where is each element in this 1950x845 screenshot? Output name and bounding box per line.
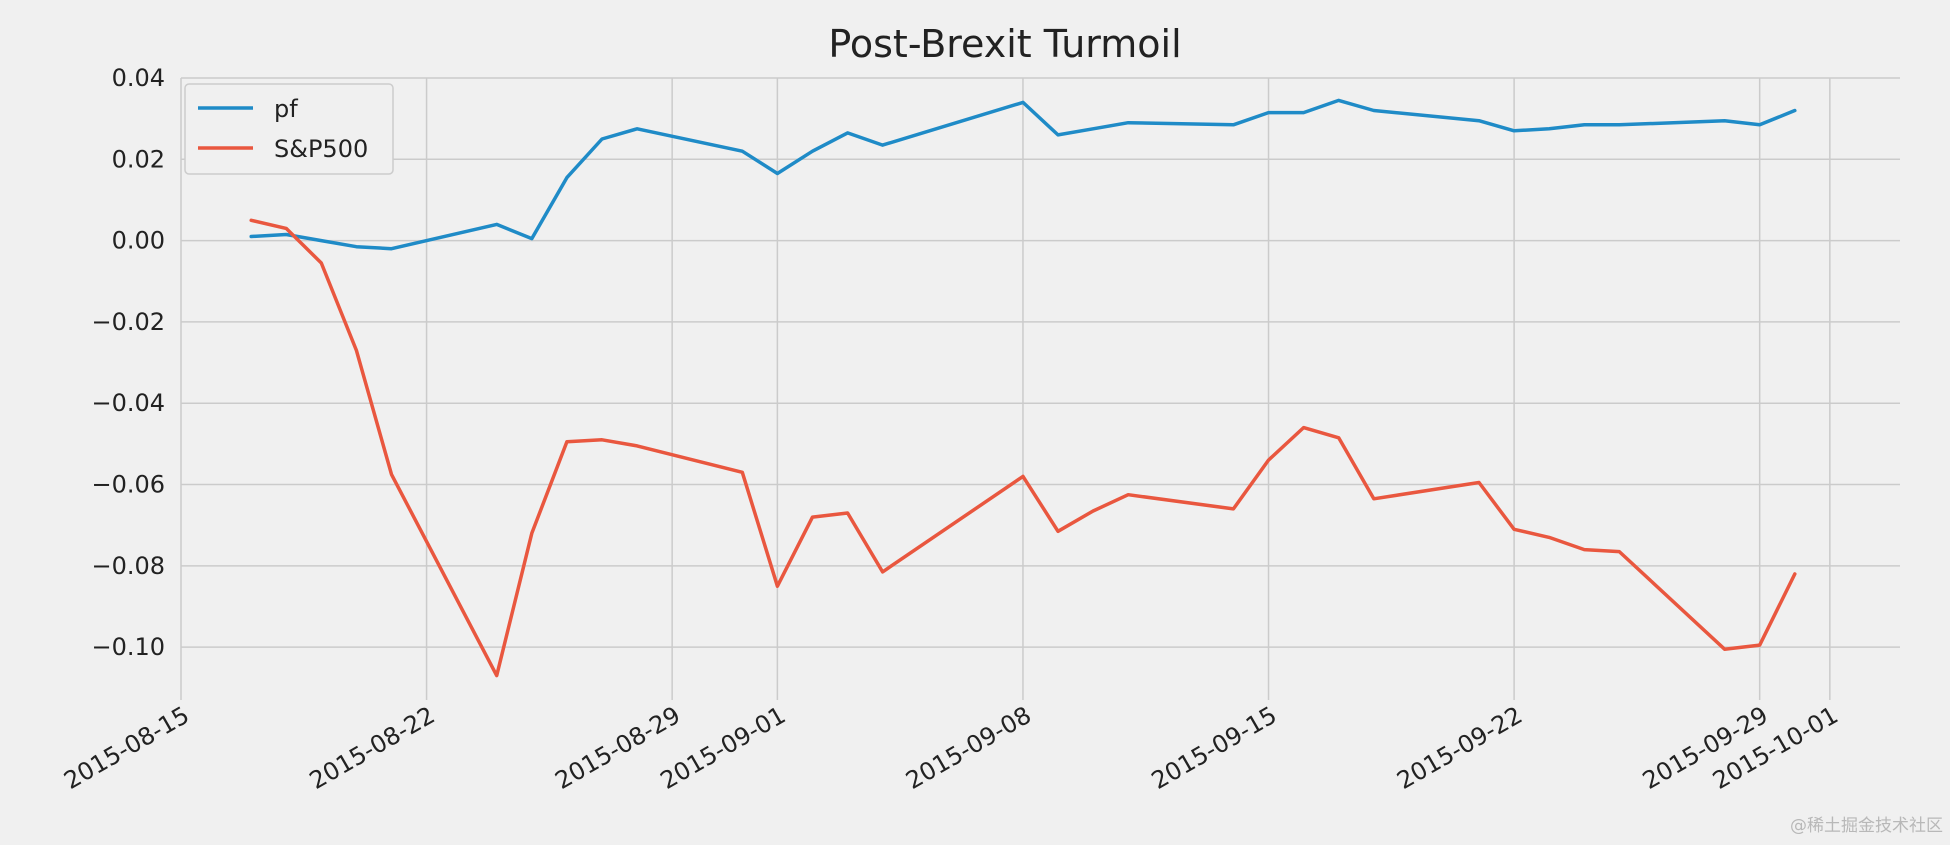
y-tick-label: 0.00	[112, 227, 165, 255]
series-line-sp500	[249, 218, 1797, 678]
series-line-pf	[249, 98, 1797, 251]
y-tick-label: −0.06	[91, 471, 165, 499]
chart-title: Post-Brexit Turmoil	[828, 22, 1181, 66]
legend: pf S&P500	[184, 83, 394, 175]
y-tick-label: −0.04	[91, 389, 165, 417]
series-lines	[249, 98, 1797, 678]
legend-label-pf: pf	[274, 95, 298, 123]
y-axis-ticks: 0.04 0.02 0.00 −0.02 −0.04 −0.06 −0.08 −0.10	[91, 64, 165, 661]
y-tick-label: −0.10	[91, 633, 165, 661]
y-tick-label: 0.02	[112, 145, 165, 173]
y-tick-label: −0.08	[91, 552, 165, 580]
y-tick-label: −0.02	[91, 308, 165, 336]
watermark: @稀土掘金技术社区	[1790, 816, 1943, 836]
grid-lines	[180, 77, 1900, 700]
legend-label-sp500: S&P500	[274, 135, 368, 163]
y-tick-label: 0.04	[112, 64, 165, 92]
